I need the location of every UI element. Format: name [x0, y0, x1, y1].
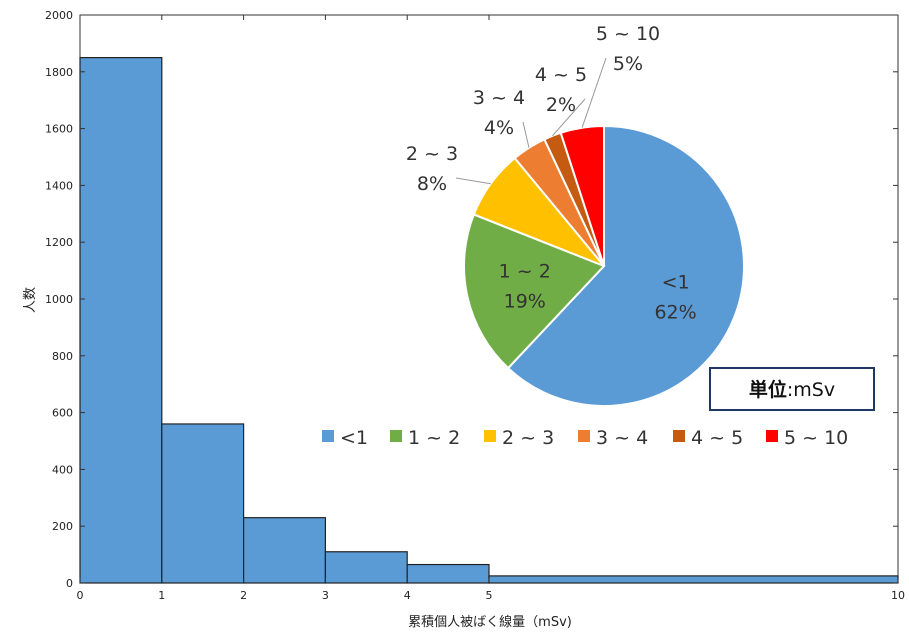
unit-box: 単位:mSv [709, 367, 875, 411]
unit-value: :mSv [787, 379, 835, 401]
legend-label: 5 ~ 10 [784, 427, 848, 449]
x-axis-ticks: 0 1 2 3 4 5 10 [77, 15, 905, 602]
histogram-bars [79, 56, 899, 584]
unit-label: 単位 [749, 378, 787, 401]
y-tick-label: 400 [52, 463, 73, 476]
y-tick-label: 1800 [45, 66, 73, 79]
legend-swatch [322, 430, 334, 442]
legend-swatch [578, 430, 590, 442]
svg-text:単位:mSv: 単位:mSv [749, 378, 835, 401]
histogram-bar [406, 563, 490, 584]
pie-leader-line [581, 57, 607, 128]
pie-slice-name: 4 ~ 5 [535, 64, 587, 86]
histogram-bar [488, 575, 899, 584]
y-tick-label: 600 [52, 407, 73, 420]
y-tick-label: 200 [52, 520, 73, 533]
histogram-bar [324, 551, 408, 584]
pie-slice-percent: 62% [654, 301, 696, 323]
y-tick-label: 1200 [45, 236, 73, 249]
pie-slice-percent: 8% [417, 173, 447, 195]
histogram-bar [243, 517, 327, 584]
pie-slice-percent: 2% [546, 94, 576, 116]
pie-slice-percent: 4% [484, 117, 514, 139]
x-tick-label: 1 [158, 589, 165, 602]
pie-slice [559, 124, 605, 267]
legend-swatch [673, 430, 685, 442]
legend-label: 1 ~ 2 [408, 427, 460, 449]
pie-slice-name: 5 ~ 10 [596, 23, 660, 45]
y-tick-label: 800 [52, 350, 73, 363]
pie-leader-lines [455, 57, 607, 185]
histogram-bar [161, 423, 245, 584]
y-tick-label: 1000 [45, 293, 73, 306]
pie-leader-line [455, 177, 491, 185]
pie-slice-percent: 5% [613, 53, 643, 75]
x-tick-label: 3 [322, 589, 329, 602]
legend-swatch [484, 430, 496, 442]
y-tick-label: 1600 [45, 123, 73, 136]
x-axis-label: 累積個人被ばく線量（mSv) [408, 614, 572, 630]
pie-legend: <1 1 ~ 2 2 ~ 3 3 ~ 4 4 ~ 5 5 ~ 10 [322, 427, 848, 449]
y-axis-label: 人数 [23, 287, 38, 313]
y-tick-label: 1400 [45, 179, 73, 192]
legend-label: 3 ~ 4 [596, 427, 648, 449]
pie-labels: <1 62% 1 ~ 2 19% 2 ~ 3 8% 3 ~ 4 4% 4 ~ 5 2% 5 ~ 10… [406, 23, 697, 323]
pie-slice-name: 3 ~ 4 [473, 87, 525, 109]
unit-box-frame [709, 367, 875, 411]
legend-label: 4 ~ 5 [691, 427, 743, 449]
x-tick-label: 10 [891, 589, 905, 602]
x-tick-label: 5 [486, 589, 493, 602]
pie-slice-percent: 19% [504, 291, 546, 313]
pie-leader-line [552, 98, 586, 137]
histogram-bar [79, 56, 163, 584]
y-axis-ticks: 0 200 400 600 800 1000 1200 1400 1600 1800 2000 [45, 9, 898, 590]
y-tick-label: 0 [66, 577, 73, 590]
legend-swatch [766, 430, 778, 442]
pie-slice-name: 1 ~ 2 [499, 261, 551, 283]
pie-slice-name: 2 ~ 3 [406, 143, 458, 165]
x-tick-label: 4 [404, 589, 411, 602]
pie-slice-name: <1 [662, 271, 690, 293]
legend-swatch [390, 430, 402, 442]
legend-label: 2 ~ 3 [502, 427, 554, 449]
pie-leader-line [522, 121, 530, 148]
y-tick-label: 2000 [45, 9, 73, 22]
pie-chart [463, 124, 745, 407]
legend-label: <1 [340, 427, 368, 449]
pie-slice [506, 124, 745, 407]
x-tick-label: 0 [77, 589, 84, 602]
x-tick-label: 2 [240, 589, 247, 602]
